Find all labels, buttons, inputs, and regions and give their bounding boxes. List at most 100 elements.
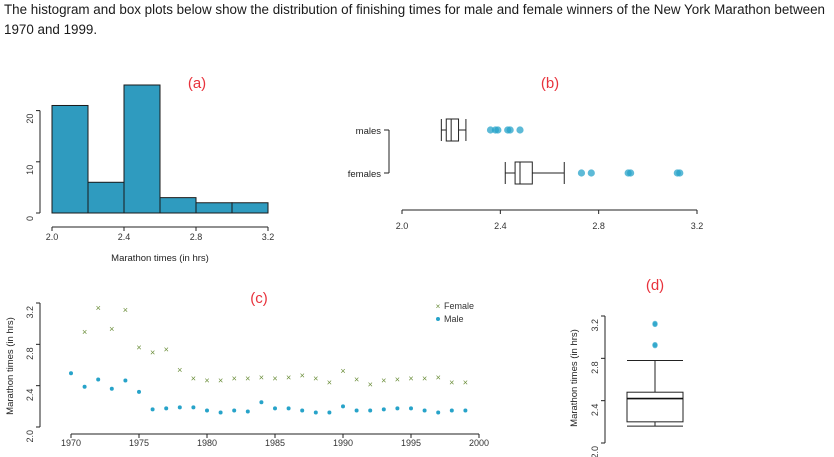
y-tick-label-d: 2.4 bbox=[590, 404, 600, 417]
category-label-males: males bbox=[356, 126, 382, 137]
female-point-c: × bbox=[327, 378, 332, 388]
y-tick-label-c: 2.0 bbox=[25, 430, 35, 443]
hist-bar bbox=[87, 181, 125, 214]
box-d bbox=[626, 391, 684, 423]
female-point-c: × bbox=[218, 376, 223, 386]
y-tick-label-c: 2.8 bbox=[25, 347, 35, 360]
outlier-point-b bbox=[577, 169, 586, 177]
male-point-c bbox=[368, 408, 373, 413]
female-point-c: × bbox=[354, 374, 359, 384]
outlier-point-b bbox=[676, 169, 684, 177]
male-point-c bbox=[327, 410, 332, 415]
box-b bbox=[445, 118, 460, 142]
male-point-c bbox=[150, 407, 155, 412]
female-point-c: × bbox=[191, 373, 196, 383]
male-point-c bbox=[341, 404, 345, 409]
male-point-c bbox=[137, 389, 141, 394]
female-point-c: × bbox=[232, 373, 237, 383]
outlier-point-b bbox=[506, 126, 514, 134]
female-point-c: × bbox=[177, 365, 182, 375]
x-tick-label-c: 1980 bbox=[197, 438, 217, 448]
x-tick-label-a: 3.2 bbox=[262, 232, 275, 242]
male-point-c bbox=[218, 410, 223, 415]
male-point-c bbox=[232, 408, 237, 413]
female-point-c: × bbox=[395, 374, 400, 384]
y-axis-label-d: Marathon times (in hrs) bbox=[569, 329, 580, 427]
male-point-c bbox=[82, 384, 87, 389]
x-tick-label-a: 2.4 bbox=[118, 232, 131, 242]
female-point-c: × bbox=[109, 324, 114, 334]
panel-label-a: (a) bbox=[188, 75, 206, 92]
male-point-c bbox=[205, 408, 209, 413]
y-axis-label-c: Marathon times (in hrs) bbox=[5, 317, 16, 415]
male-point-c bbox=[245, 409, 250, 414]
y-tick-label-d: 3.2 bbox=[590, 319, 600, 332]
question-text: The histogram and box plots below show t… bbox=[4, 2, 825, 37]
hist-bar bbox=[51, 104, 89, 214]
hist-bar bbox=[231, 202, 269, 214]
panel-label-c: (c) bbox=[250, 290, 268, 307]
female-point-c: × bbox=[381, 376, 386, 386]
outlier-point-d bbox=[652, 320, 658, 327]
female-point-c: × bbox=[96, 303, 101, 313]
male-point-c bbox=[177, 405, 182, 410]
female-point-c: × bbox=[272, 373, 277, 383]
female-point-c: × bbox=[259, 372, 264, 382]
female-point-c: × bbox=[463, 378, 468, 388]
x-axis-label-a: Marathon times (in hrs) bbox=[111, 253, 209, 264]
legend-marker-male bbox=[436, 317, 440, 321]
y-tick-label-a: 20 bbox=[25, 114, 35, 124]
outlier-point-b bbox=[516, 126, 524, 134]
x-tick-label-b: 2.0 bbox=[396, 221, 409, 231]
male-point-c bbox=[164, 406, 169, 411]
x-tick-label-b: 3.2 bbox=[691, 221, 704, 231]
x-tick-label-c: 1990 bbox=[333, 438, 353, 448]
female-point-c: × bbox=[368, 380, 373, 390]
male-point-c bbox=[436, 410, 441, 415]
male-point-c bbox=[109, 386, 114, 391]
male-point-c bbox=[313, 410, 318, 415]
female-point-c: × bbox=[123, 305, 128, 315]
x-tick-label-a: 2.0 bbox=[46, 232, 59, 242]
y-tick-label-d: 2.8 bbox=[590, 361, 600, 374]
female-point-c: × bbox=[300, 370, 305, 380]
male-point-c bbox=[123, 378, 128, 383]
y-tick-label-a: 0 bbox=[25, 216, 35, 221]
x-tick-label-b: 2.8 bbox=[592, 221, 605, 231]
male-point-c bbox=[259, 400, 264, 405]
male-point-c bbox=[409, 406, 413, 411]
legend-label-female: Female bbox=[444, 301, 474, 311]
panel-label-b: (b) bbox=[541, 75, 559, 92]
y-tick-label-c: 2.4 bbox=[25, 389, 35, 402]
x-tick-label-a: 2.8 bbox=[190, 232, 203, 242]
panel-label-d: (d) bbox=[646, 277, 664, 294]
y-tick-label-a: 10 bbox=[25, 165, 35, 175]
y-tick-label-d: 2.0 bbox=[590, 446, 600, 457]
male-point-c bbox=[96, 377, 101, 382]
female-point-c: × bbox=[408, 373, 413, 383]
outlier-point-b bbox=[494, 126, 502, 134]
hist-bar bbox=[195, 202, 233, 214]
box-b bbox=[514, 161, 533, 185]
outlier-point-b bbox=[627, 169, 635, 177]
figure-svg: 0 10 20 2.0 2.4 2.8 3.2 Marathon times (in hrs)… bbox=[5, 75, 704, 457]
male-point-c bbox=[191, 405, 196, 410]
x-tick-label-c: 1970 bbox=[61, 438, 81, 448]
hist-bar bbox=[123, 84, 161, 214]
x-tick-label-c: 2000 bbox=[469, 438, 489, 448]
male-point-c bbox=[273, 406, 277, 411]
legend-marker-female: × bbox=[436, 302, 441, 311]
male-point-c bbox=[300, 408, 305, 413]
female-point-c: × bbox=[449, 378, 454, 388]
male-point-c bbox=[395, 406, 400, 411]
female-point-c: × bbox=[313, 373, 318, 383]
male-point-c bbox=[449, 408, 454, 413]
outlier-point-d bbox=[652, 341, 658, 348]
male-point-c bbox=[422, 408, 427, 413]
y-tick-label-c: 3.2 bbox=[25, 306, 35, 319]
female-point-c: × bbox=[164, 345, 169, 355]
male-point-c bbox=[286, 406, 291, 411]
figure: 0 10 20 2.0 2.4 2.8 3.2 Marathon times (in hrs)… bbox=[0, 58, 756, 457]
female-point-c: × bbox=[245, 373, 250, 383]
male-point-c bbox=[463, 408, 468, 413]
